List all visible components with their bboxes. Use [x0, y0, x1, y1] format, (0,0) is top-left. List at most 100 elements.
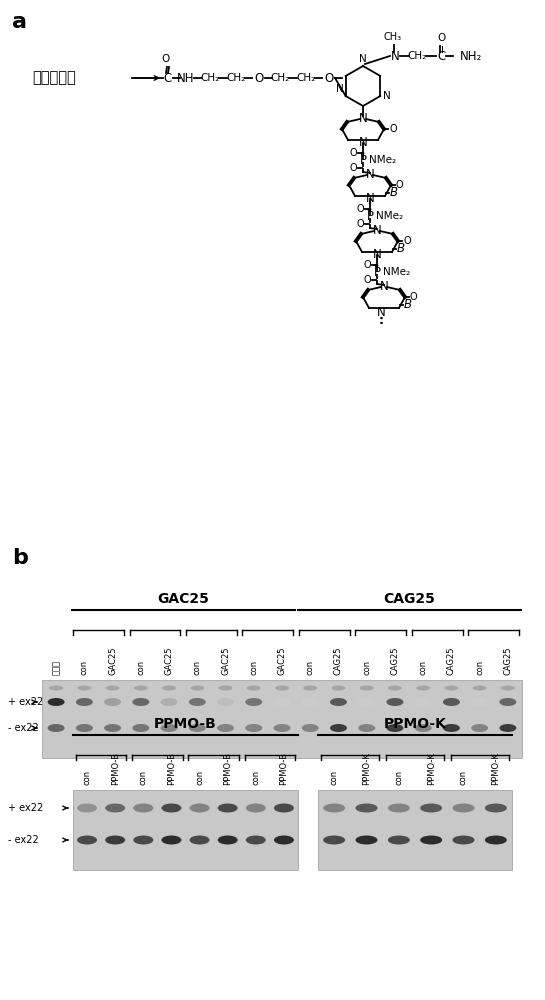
Ellipse shape — [246, 836, 266, 844]
Text: N: N — [373, 248, 382, 261]
Ellipse shape — [416, 686, 430, 690]
Ellipse shape — [501, 686, 515, 690]
Text: O: O — [410, 292, 417, 302]
Text: con: con — [80, 660, 89, 675]
Ellipse shape — [245, 724, 262, 732]
Ellipse shape — [388, 686, 402, 690]
Text: - ex22: - ex22 — [8, 835, 39, 845]
Text: PPMO-K: PPMO-K — [362, 752, 371, 785]
Ellipse shape — [217, 724, 234, 732]
Text: N: N — [366, 192, 374, 206]
Text: CAG25: CAG25 — [334, 647, 343, 675]
Ellipse shape — [134, 686, 148, 690]
Ellipse shape — [323, 804, 345, 812]
Text: N: N — [359, 136, 367, 149]
Ellipse shape — [161, 698, 178, 706]
Bar — [42, 680, 522, 758]
Ellipse shape — [77, 836, 97, 844]
Text: B: B — [390, 186, 398, 200]
Text: O: O — [349, 148, 357, 158]
Text: PPMO-B: PPMO-B — [223, 752, 232, 785]
Text: :: : — [378, 314, 384, 328]
Ellipse shape — [47, 698, 65, 706]
Ellipse shape — [247, 686, 261, 690]
Ellipse shape — [217, 698, 234, 706]
Text: O: O — [356, 204, 364, 214]
Text: N: N — [383, 91, 391, 101]
Text: con: con — [330, 770, 338, 785]
Ellipse shape — [274, 698, 290, 706]
Ellipse shape — [189, 698, 206, 706]
Text: C: C — [437, 49, 445, 62]
Ellipse shape — [274, 836, 294, 844]
Ellipse shape — [443, 698, 460, 706]
Ellipse shape — [499, 698, 516, 706]
Ellipse shape — [485, 804, 507, 812]
Ellipse shape — [217, 836, 238, 844]
Text: PPMO-B: PPMO-B — [111, 752, 120, 785]
Text: O: O — [162, 54, 170, 64]
Text: CH₂: CH₂ — [296, 73, 316, 83]
Ellipse shape — [274, 724, 290, 732]
Ellipse shape — [134, 804, 153, 812]
Text: O: O — [349, 163, 357, 173]
Text: con: con — [362, 660, 371, 675]
Text: con: con — [195, 770, 204, 785]
Text: GAC25: GAC25 — [277, 647, 287, 675]
Ellipse shape — [420, 836, 442, 844]
Ellipse shape — [420, 804, 442, 812]
Text: C: C — [164, 72, 172, 85]
Text: CH₂: CH₂ — [226, 73, 246, 83]
Text: N: N — [391, 49, 399, 62]
Text: NMe₂: NMe₂ — [383, 267, 410, 277]
Ellipse shape — [330, 698, 347, 706]
Ellipse shape — [219, 686, 233, 690]
Ellipse shape — [132, 724, 149, 732]
Text: O: O — [396, 180, 404, 190]
Ellipse shape — [190, 804, 210, 812]
Text: O: O — [255, 72, 264, 85]
Ellipse shape — [105, 836, 125, 844]
Text: 细胞穿透肽: 细胞穿透肽 — [32, 70, 76, 86]
Ellipse shape — [355, 836, 378, 844]
Ellipse shape — [452, 836, 475, 844]
Ellipse shape — [302, 698, 319, 706]
Ellipse shape — [189, 724, 206, 732]
Ellipse shape — [134, 836, 153, 844]
Text: con: con — [395, 770, 403, 785]
Text: NH₂: NH₂ — [460, 49, 482, 62]
Text: con: con — [475, 660, 484, 675]
Text: GAC25: GAC25 — [165, 647, 173, 675]
Text: con: con — [459, 770, 468, 785]
Text: CH₂: CH₂ — [407, 51, 427, 61]
Text: O: O — [403, 236, 410, 246]
Ellipse shape — [471, 698, 488, 706]
Ellipse shape — [274, 804, 294, 812]
Ellipse shape — [76, 698, 93, 706]
Text: O: O — [324, 72, 334, 85]
Ellipse shape — [331, 686, 346, 690]
Ellipse shape — [76, 724, 93, 732]
Ellipse shape — [217, 804, 238, 812]
Ellipse shape — [303, 686, 317, 690]
Text: N: N — [377, 306, 385, 320]
Ellipse shape — [386, 698, 403, 706]
Text: P: P — [360, 153, 366, 166]
Ellipse shape — [162, 686, 176, 690]
Ellipse shape — [190, 686, 204, 690]
Ellipse shape — [415, 724, 432, 732]
Text: CAG25: CAG25 — [504, 647, 512, 675]
Text: O: O — [356, 219, 364, 229]
Text: CAG25: CAG25 — [383, 592, 435, 606]
Ellipse shape — [485, 836, 507, 844]
Text: B: B — [404, 298, 412, 312]
Ellipse shape — [77, 686, 92, 690]
Ellipse shape — [132, 698, 149, 706]
Ellipse shape — [275, 686, 289, 690]
Ellipse shape — [106, 686, 119, 690]
Ellipse shape — [444, 686, 458, 690]
Text: N: N — [359, 54, 367, 64]
Ellipse shape — [47, 724, 65, 732]
Text: PPMO-B: PPMO-B — [280, 752, 288, 785]
Text: CAG25: CAG25 — [390, 647, 399, 675]
